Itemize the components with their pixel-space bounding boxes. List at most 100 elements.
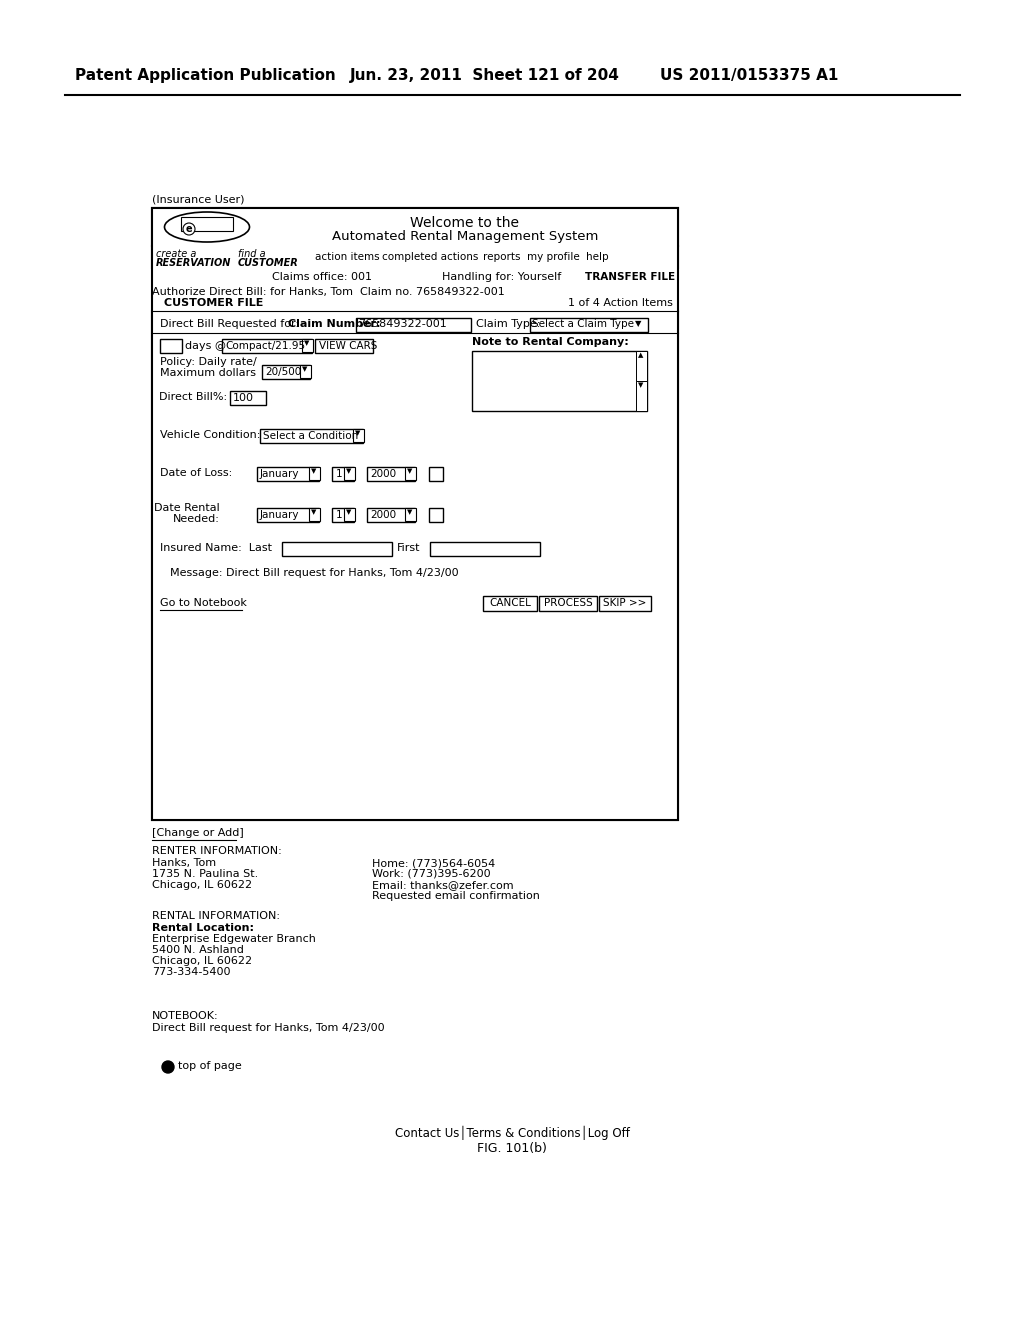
Text: completed actions: completed actions xyxy=(382,252,478,261)
Bar xyxy=(309,508,319,521)
Text: create a: create a xyxy=(156,249,197,259)
Ellipse shape xyxy=(165,213,250,242)
Bar xyxy=(152,209,678,820)
Text: ▼: ▼ xyxy=(407,469,413,474)
Bar xyxy=(152,209,678,246)
Text: ▲: ▲ xyxy=(638,352,643,358)
Text: CUSTOMER FILE: CUSTOMER FILE xyxy=(164,298,263,308)
Bar xyxy=(585,269,675,284)
Text: 1 of 4 Action Items: 1 of 4 Action Items xyxy=(568,298,673,308)
Bar xyxy=(636,381,647,411)
Text: Maximum dollars: Maximum dollars xyxy=(160,368,256,378)
Text: VIEW CARS: VIEW CARS xyxy=(319,341,378,351)
Circle shape xyxy=(162,1061,174,1073)
Text: ▼: ▼ xyxy=(311,510,316,515)
Text: Select a Claim Type: Select a Claim Type xyxy=(532,319,634,329)
Text: ▼: ▼ xyxy=(407,510,413,515)
Text: Contact Us│Terms & Conditions│Log Off: Contact Us│Terms & Conditions│Log Off xyxy=(394,1126,630,1140)
Text: Patent Application Publication: Patent Application Publication xyxy=(75,69,336,83)
Bar xyxy=(160,339,182,352)
Bar xyxy=(353,429,364,442)
Bar xyxy=(406,508,416,521)
Text: 2000: 2000 xyxy=(370,510,396,520)
Text: 765849322-001: 765849322-001 xyxy=(358,319,446,329)
Text: Authorize Direct Bill: for Hanks, Tom  Claim no. 765849322-001: Authorize Direct Bill: for Hanks, Tom Cl… xyxy=(152,286,505,297)
Text: Automated Rental Management System: Automated Rental Management System xyxy=(332,230,598,243)
Text: Date of Loss:: Date of Loss: xyxy=(160,469,232,478)
Bar xyxy=(526,246,581,268)
Text: 20/500: 20/500 xyxy=(265,367,301,378)
Bar xyxy=(260,429,362,444)
Bar xyxy=(230,391,266,405)
Text: ▼: ▼ xyxy=(638,381,643,388)
Text: CUSTOMER: CUSTOMER xyxy=(238,257,299,268)
Text: help: help xyxy=(586,252,608,261)
Text: SKIP >>: SKIP >> xyxy=(603,598,647,609)
Text: Vehicle Condition:: Vehicle Condition: xyxy=(160,430,260,440)
Text: Compact/21.95: Compact/21.95 xyxy=(225,341,305,351)
Text: ▼: ▼ xyxy=(355,430,360,436)
Bar xyxy=(181,216,233,231)
Text: Claim Type:: Claim Type: xyxy=(476,319,541,329)
Text: top of page: top of page xyxy=(178,1061,242,1071)
Bar xyxy=(383,246,478,268)
Bar xyxy=(472,351,647,411)
Text: Note to Rental Company:: Note to Rental Company: xyxy=(472,337,629,347)
Text: FIG. 101(b): FIG. 101(b) xyxy=(477,1142,547,1155)
Bar xyxy=(367,508,415,521)
Text: Email: thanks@zefer.com: Email: thanks@zefer.com xyxy=(372,880,514,890)
Bar xyxy=(257,508,319,521)
Text: Message: Direct Bill request for Hanks, Tom 4/23/00: Message: Direct Bill request for Hanks, … xyxy=(170,568,459,578)
Text: Policy: Daily rate/: Policy: Daily rate/ xyxy=(160,356,257,367)
Text: ▼: ▼ xyxy=(302,366,307,372)
Text: Rental Location:: Rental Location: xyxy=(152,923,254,933)
Text: 1735 N. Paulina St.: 1735 N. Paulina St. xyxy=(152,869,258,879)
Bar xyxy=(478,246,526,268)
Text: US 2011/0153375 A1: US 2011/0153375 A1 xyxy=(660,69,839,83)
Text: [Change or Add]: [Change or Add] xyxy=(152,828,244,838)
Text: Requested email confirmation: Requested email confirmation xyxy=(372,891,540,902)
Bar xyxy=(636,351,647,381)
Bar xyxy=(152,268,678,285)
Text: 773-334-5400: 773-334-5400 xyxy=(152,968,230,977)
Bar xyxy=(429,467,443,480)
Text: days @: days @ xyxy=(185,341,226,351)
Text: Enterprise Edgewater Branch: Enterprise Edgewater Branch xyxy=(152,935,315,944)
Bar xyxy=(300,366,311,378)
Text: ▼: ▼ xyxy=(311,469,316,474)
Text: my profile: my profile xyxy=(526,252,580,261)
Bar xyxy=(530,318,648,333)
Text: Select a Condition: Select a Condition xyxy=(263,432,358,441)
Text: Jun. 23, 2011  Sheet 121 of 204: Jun. 23, 2011 Sheet 121 of 204 xyxy=(350,69,620,83)
Text: 5400 N. Ashland: 5400 N. Ashland xyxy=(152,945,244,954)
Bar xyxy=(539,597,597,611)
Text: Welcome to the: Welcome to the xyxy=(411,216,519,230)
Text: Handling for: Yourself: Handling for: Yourself xyxy=(442,272,561,282)
Text: NOTEBOOK:: NOTEBOOK: xyxy=(152,1011,219,1020)
Text: e: e xyxy=(186,224,193,234)
Circle shape xyxy=(183,223,195,235)
Text: 1: 1 xyxy=(336,469,343,479)
Bar xyxy=(430,543,540,556)
Bar xyxy=(332,508,354,521)
Bar xyxy=(581,246,614,268)
Text: Chicago, IL 60622: Chicago, IL 60622 xyxy=(152,880,252,890)
Text: Insured Name:  Last: Insured Name: Last xyxy=(160,543,272,553)
Bar xyxy=(222,339,312,352)
Text: CANCEL: CANCEL xyxy=(489,598,530,609)
Text: RENTER INFORMATION:: RENTER INFORMATION: xyxy=(152,846,282,855)
Bar xyxy=(152,246,234,268)
Text: January: January xyxy=(260,469,299,479)
Bar xyxy=(344,508,355,521)
Text: ▼: ▼ xyxy=(635,319,641,327)
Text: Home: (773)564-6054: Home: (773)564-6054 xyxy=(372,858,496,869)
Text: 100: 100 xyxy=(233,393,254,403)
Text: Needed:: Needed: xyxy=(173,513,220,524)
Text: 1: 1 xyxy=(336,510,343,520)
Bar xyxy=(234,246,306,268)
Text: First: First xyxy=(397,543,421,553)
Bar xyxy=(483,597,537,611)
Bar xyxy=(356,318,471,333)
Text: Claim Number:: Claim Number: xyxy=(288,319,381,329)
Text: Work: (773)395-6200: Work: (773)395-6200 xyxy=(372,869,490,879)
